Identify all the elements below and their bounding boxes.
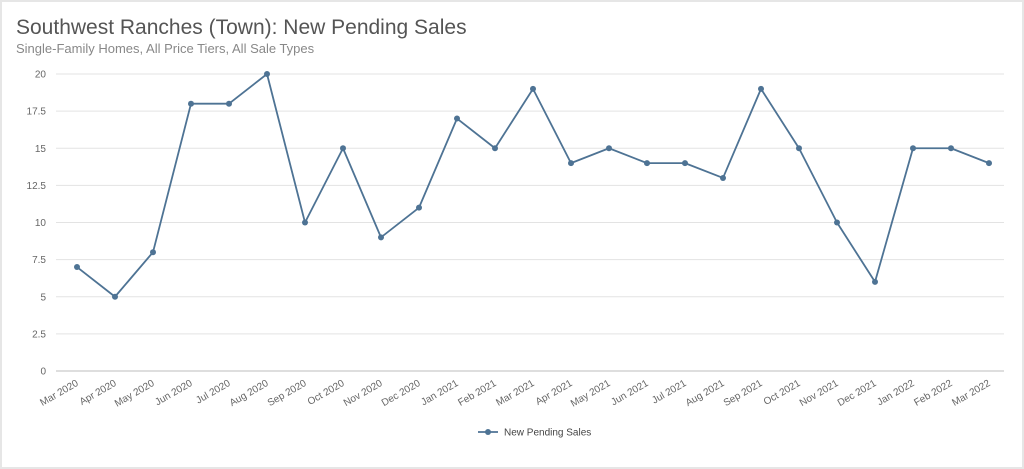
x-tick-label: Apr 2021 [534, 378, 575, 408]
chart-title: Southwest Ranches (Town): New Pending Sa… [16, 16, 467, 39]
data-point [492, 145, 498, 152]
x-tick-label: Feb 2022 [912, 378, 954, 409]
data-point [948, 145, 954, 152]
data-point [302, 219, 308, 226]
x-tick-label: Jul 2021 [650, 378, 689, 407]
y-tick-label: 17.5 [27, 107, 47, 118]
y-tick-label: 2.5 [32, 329, 46, 340]
y-tick-label: 15 [35, 144, 47, 155]
x-tick-label: Mar 2020 [38, 378, 80, 409]
data-point [796, 145, 802, 152]
data-point [720, 174, 726, 181]
chart-subtitle: Single-Family Homes, All Price Tiers, Al… [16, 41, 315, 56]
data-point [454, 115, 460, 122]
data-point [682, 160, 688, 167]
x-tick-label: May 2021 [569, 378, 613, 410]
x-tick-label: Jun 2021 [609, 378, 651, 408]
data-point [758, 85, 764, 92]
data-point [264, 71, 270, 77]
x-tick-label: Aug 2021 [684, 378, 727, 409]
x-tick-label: Jun 2020 [153, 378, 195, 408]
y-tick-label: 12.5 [27, 181, 47, 192]
x-tick-label: Jan 2022 [875, 378, 917, 408]
x-tick-label: Nov 2021 [798, 378, 841, 409]
data-point [150, 249, 156, 256]
data-point [112, 293, 118, 300]
data-point [530, 85, 536, 92]
data-point [378, 234, 384, 241]
y-tick-label: 0 [40, 367, 46, 378]
x-tick-label: Jan 2021 [419, 378, 461, 408]
x-tick-label: Sep 2021 [722, 378, 765, 409]
legend-swatch-marker [485, 429, 491, 435]
x-tick-label: Oct 2020 [306, 378, 347, 408]
x-tick-label: Sep 2020 [266, 378, 309, 409]
legend-label: New Pending Sales [504, 428, 591, 439]
data-point [568, 160, 574, 167]
data-point [834, 219, 840, 226]
x-tick-label: Oct 2021 [762, 378, 803, 408]
x-tick-label: Jul 2020 [194, 378, 233, 407]
data-point [226, 100, 232, 107]
y-tick-label: 20 [35, 70, 47, 81]
x-tick-label: Apr 2020 [78, 378, 119, 408]
data-point [986, 160, 992, 167]
data-point [74, 264, 80, 271]
x-tick-label: Aug 2020 [228, 378, 271, 409]
data-point [340, 145, 346, 152]
x-tick-label: Dec 2020 [380, 378, 423, 409]
data-point [872, 278, 878, 285]
data-point [910, 145, 916, 152]
x-tick-label: Dec 2021 [836, 378, 879, 409]
x-tick-label: Nov 2020 [342, 378, 385, 409]
data-point [188, 100, 194, 107]
data-point [606, 145, 612, 152]
x-tick-label: Feb 2021 [456, 378, 498, 409]
y-tick-label: 7.5 [32, 255, 46, 266]
y-tick-label: 5 [40, 292, 46, 303]
data-point [644, 160, 650, 167]
y-tick-label: 10 [35, 218, 47, 229]
data-point [416, 204, 422, 211]
x-tick-label: Mar 2021 [494, 378, 536, 409]
x-tick-label: May 2020 [113, 378, 157, 410]
x-tick-label: Mar 2022 [950, 378, 992, 409]
